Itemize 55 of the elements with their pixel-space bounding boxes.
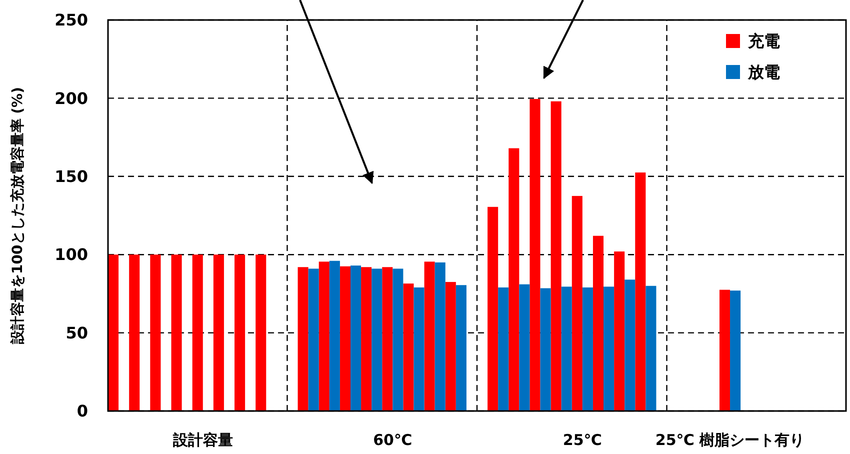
bar <box>108 254 119 411</box>
y-tick-label: 0 <box>76 402 88 421</box>
legend-label: 充電 <box>747 32 780 51</box>
y-tick-label: 200 <box>54 88 88 108</box>
bar <box>498 287 509 411</box>
bar <box>171 254 182 411</box>
y-axis-title: 設計容量を100とした充放電容量率 (%) <box>9 87 26 345</box>
bar <box>592 236 604 411</box>
bar <box>614 251 625 411</box>
bar <box>150 254 161 411</box>
bar <box>361 267 372 411</box>
bar <box>582 287 593 411</box>
x-tick-label: 設計容量 <box>172 431 233 449</box>
bar <box>192 254 203 411</box>
bar <box>530 98 540 411</box>
bar <box>456 285 466 411</box>
bar <box>382 267 393 411</box>
bar <box>308 268 319 411</box>
y-tick-label: 250 <box>54 10 88 30</box>
bar <box>298 267 308 411</box>
bar <box>445 282 456 411</box>
x-tick-label: 25℃ <box>562 431 602 449</box>
legend-label: 放電 <box>747 62 780 82</box>
bar <box>424 262 435 411</box>
bar <box>392 268 404 411</box>
bar <box>213 254 224 411</box>
y-tick-label: 50 <box>66 323 88 342</box>
bar <box>350 266 362 411</box>
y-tick-label: 100 <box>54 245 88 264</box>
bar <box>434 262 446 411</box>
bar <box>414 287 424 411</box>
bar <box>234 254 246 411</box>
bar <box>329 260 340 411</box>
bar <box>129 254 140 411</box>
bar <box>719 290 730 411</box>
bar <box>540 288 551 411</box>
bar <box>730 290 741 411</box>
bar <box>635 172 646 411</box>
bar <box>572 196 582 411</box>
bar <box>508 148 520 411</box>
x-tick-label: 60℃ <box>373 431 412 449</box>
bar <box>646 286 656 411</box>
bar <box>403 284 414 411</box>
bar <box>318 262 330 411</box>
bar <box>488 206 498 411</box>
bar <box>519 284 530 411</box>
bar <box>372 268 382 411</box>
y-tick-label: 150 <box>54 167 88 186</box>
bar <box>624 280 636 411</box>
bar <box>604 286 614 411</box>
bar <box>340 266 350 411</box>
bar <box>550 101 562 411</box>
bar <box>256 254 266 411</box>
x-tick-label: 25℃ 樹脂シート有り <box>655 431 805 449</box>
bar <box>561 286 572 411</box>
